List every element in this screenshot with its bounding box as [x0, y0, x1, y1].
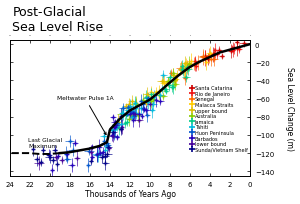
Text: Meltwater Pulse 1A: Meltwater Pulse 1A	[57, 96, 113, 135]
Legend: Santa Catarina, Rio de Janeiro, Senegal, Malacca Straits, upper bound, Australia: Santa Catarina, Rio de Janeiro, Senegal,…	[191, 86, 248, 152]
Y-axis label: Sea Level Change (m): Sea Level Change (m)	[285, 66, 294, 150]
Text: Post-Glacial
Sea Level Rise: Post-Glacial Sea Level Rise	[12, 6, 104, 33]
Text: Last Glacial
Maximum: Last Glacial Maximum	[28, 137, 62, 148]
X-axis label: Thousands of Years Ago: Thousands of Years Ago	[85, 190, 176, 198]
